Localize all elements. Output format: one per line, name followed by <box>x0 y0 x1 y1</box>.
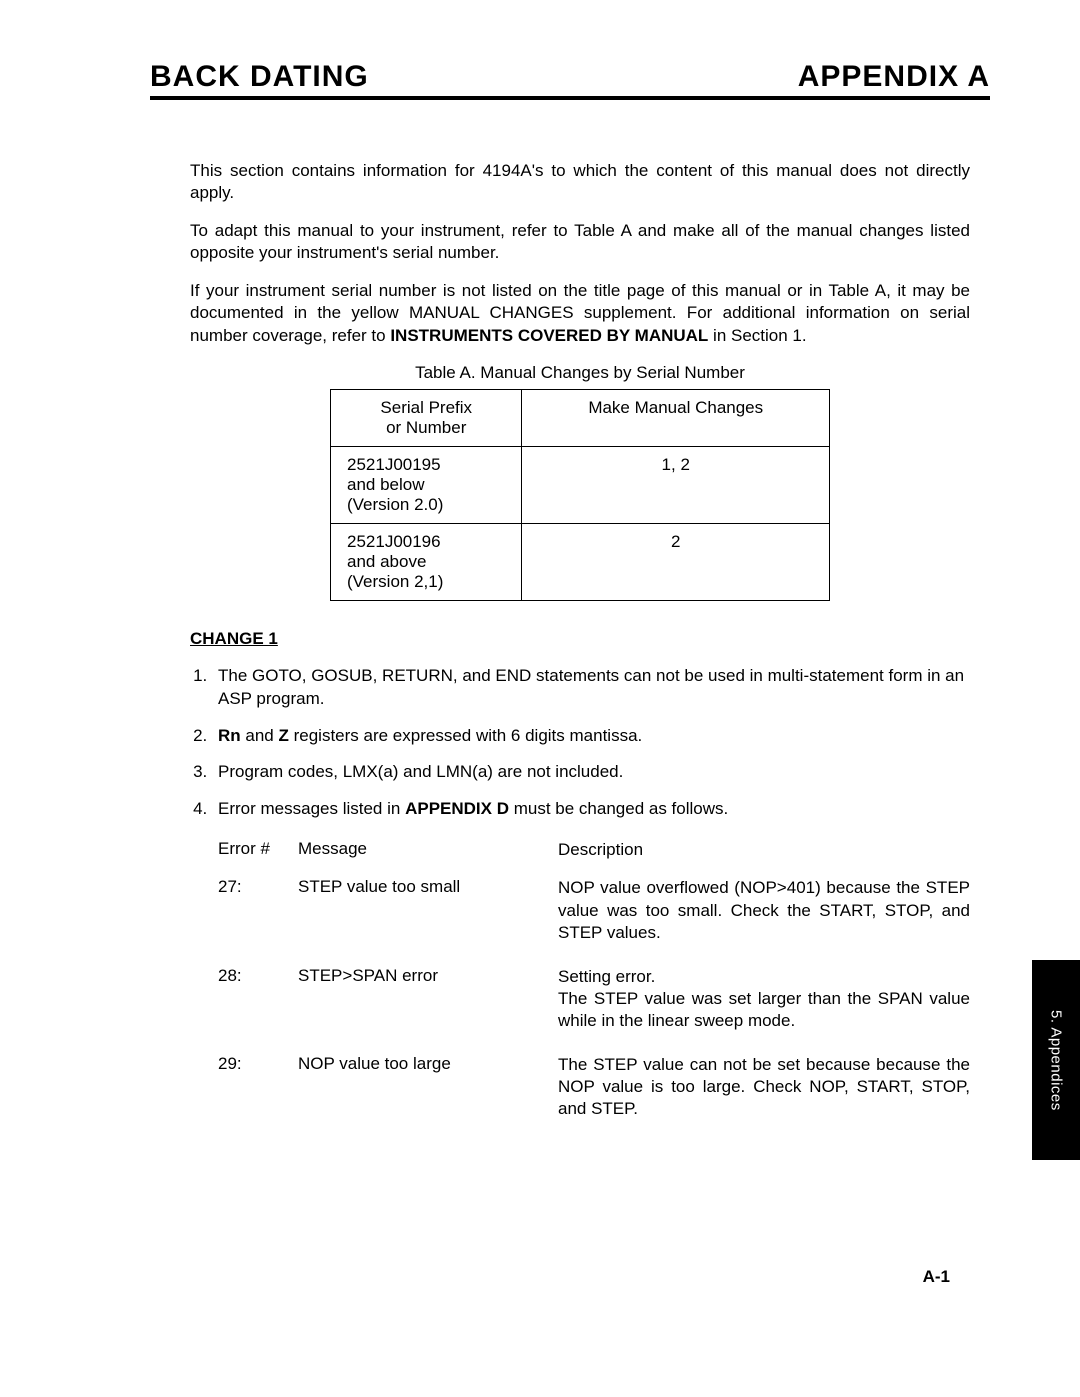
list-item: The GOTO, GOSUB, RETURN, and END stateme… <box>212 665 970 711</box>
li2-text-b: and <box>241 726 279 745</box>
table-header-row: Serial Prefix or Number Make Manual Chan… <box>331 389 830 446</box>
li4-text-a: Error messages listed in <box>218 799 405 818</box>
change-1-heading: CHANGE 1 <box>190 629 970 649</box>
error-header-desc: Description <box>558 839 970 861</box>
error-msg: NOP value too large <box>298 1054 558 1120</box>
error-desc: Setting error. The STEP value was set la… <box>558 966 970 1032</box>
table-cell-changes: 2 <box>522 523 830 600</box>
error-msg: STEP>SPAN error <box>298 966 558 1032</box>
li2-text-d: registers are expressed with 6 digits ma… <box>289 726 642 745</box>
list-item: Rn and Z registers are expressed with 6 … <box>212 725 970 748</box>
appendix-header: BACK DATING APPENDIX A <box>150 60 990 100</box>
error-row: 28: STEP>SPAN error Setting error. The S… <box>218 966 970 1032</box>
error-desc: NOP value overflowed (NOP>401) because t… <box>558 877 970 943</box>
li2-bold-a: Rn <box>218 726 241 745</box>
error-row: 27: STEP value too small NOP value overf… <box>218 877 970 943</box>
table-col-header-1: Serial Prefix or Number <box>331 389 522 446</box>
table-row: 2521J00196 and above (Version 2,1) 2 <box>331 523 830 600</box>
intro-paragraph-3: If your instrument serial number is not … <box>190 280 970 346</box>
error-header-row: Error # Message Description <box>218 839 970 861</box>
header-left-title: BACK DATING <box>150 60 369 94</box>
table-a: Serial Prefix or Number Make Manual Chan… <box>330 389 830 601</box>
intro-paragraph-2: To adapt this manual to your instrument,… <box>190 220 970 264</box>
table-a-caption: Table A. Manual Changes by Serial Number <box>190 363 970 383</box>
table-col-header-2: Make Manual Changes <box>522 389 830 446</box>
serial-line: 2521J00195 <box>347 455 441 474</box>
serial-line: (Version 2,1) <box>347 572 443 591</box>
serial-line: and above <box>347 552 426 571</box>
change-1-list: The GOTO, GOSUB, RETURN, and END stateme… <box>190 665 970 822</box>
p3-bold: INSTRUMENTS COVERED BY MANUAL <box>390 326 708 345</box>
error-desc: The STEP value can not be set because be… <box>558 1054 970 1120</box>
list-item: Program codes, LMX(a) and LMN(a) are not… <box>212 761 970 784</box>
error-header-num: Error # <box>218 839 298 861</box>
page-number: A-1 <box>923 1267 950 1287</box>
list-item: Error messages listed in APPENDIX D must… <box>212 798 970 821</box>
table-cell-serial: 2521J00196 and above (Version 2,1) <box>331 523 522 600</box>
serial-line: 2521J00196 <box>347 532 441 551</box>
header-right-title: APPENDIX A <box>798 60 990 94</box>
col-header-1a: Serial Prefix <box>380 398 472 417</box>
error-num: 29: <box>218 1054 298 1120</box>
p3-text-c: in Section 1. <box>708 326 806 345</box>
side-tab: 5. Appendices <box>1032 960 1080 1160</box>
error-num: 28: <box>218 966 298 1032</box>
error-table: Error # Message Description 27: STEP val… <box>218 839 970 1120</box>
table-cell-serial: 2521J00195 and below (Version 2.0) <box>331 446 522 523</box>
li4-bold: APPENDIX D <box>405 799 509 818</box>
error-num: 27: <box>218 877 298 943</box>
error-msg: STEP value too small <box>298 877 558 943</box>
li4-text-c: must be changed as follows. <box>509 799 728 818</box>
error-header-msg: Message <box>298 839 558 861</box>
serial-line: (Version 2.0) <box>347 495 443 514</box>
table-cell-changes: 1, 2 <box>522 446 830 523</box>
serial-line: and below <box>347 475 425 494</box>
li2-bold-c: Z <box>278 726 288 745</box>
table-row: 2521J00195 and below (Version 2.0) 1, 2 <box>331 446 830 523</box>
error-row: 29: NOP value too large The STEP value c… <box>218 1054 970 1120</box>
col-header-1b: or Number <box>386 418 466 437</box>
intro-paragraph-1: This section contains information for 41… <box>190 160 970 204</box>
side-tab-label: 5. Appendices <box>1048 1010 1065 1111</box>
